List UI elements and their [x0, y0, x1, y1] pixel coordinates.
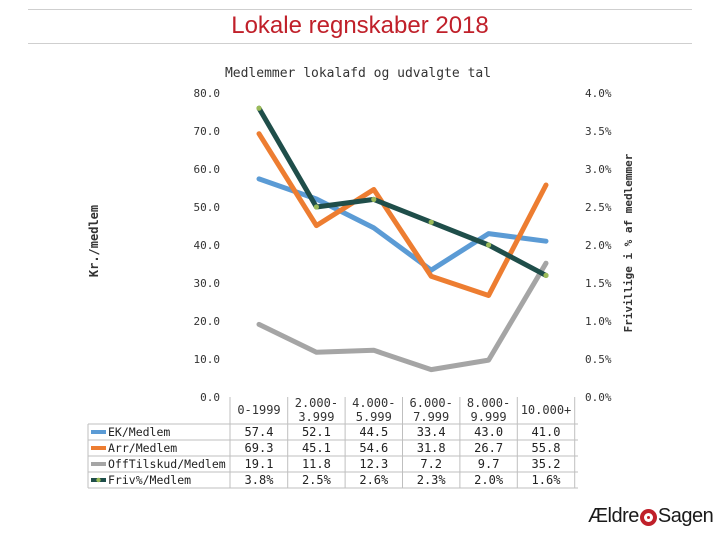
logo-text-right: Sagen	[657, 504, 714, 527]
category-label: 7.999	[413, 410, 449, 424]
category-label: 10.000+	[521, 403, 572, 417]
slide-title: Lokale regnskaber 2018	[231, 12, 489, 39]
data-label: 69.3	[245, 441, 274, 455]
y-tick-label: 10.0	[194, 353, 221, 366]
y2-tick-label: 1.0%	[585, 315, 612, 328]
data-label: 2.6%	[359, 473, 389, 487]
data-label: 55.8	[532, 441, 561, 455]
data-label: 33.4	[417, 425, 446, 439]
category-label: 8.000-	[467, 396, 510, 410]
data-table: 0-1999 2.000-3.999 4.000-5.999 6.000-7.999 8…	[87, 396, 578, 489]
y2-tick-label: 3.5%	[585, 125, 612, 138]
legend-label: Friv%/Medlem	[108, 473, 191, 487]
legend-label: OffTilskud/Medlem	[108, 457, 226, 471]
y-tick-label: 60.0	[194, 163, 221, 176]
y2-tick-label: 0.0%	[585, 391, 612, 404]
series-point	[313, 204, 319, 210]
data-label: 26.7	[474, 441, 503, 455]
data-label: 2.3%	[417, 473, 447, 487]
y2-tick-label: 0.5%	[585, 353, 612, 366]
series-point	[256, 105, 262, 111]
legend-key-marker	[96, 477, 101, 483]
logo-ring-icon	[639, 508, 657, 526]
data-label: 1.6%	[532, 473, 562, 487]
y2-tick-label: 2.0%	[585, 239, 612, 252]
y2-tick-label: 2.5%	[585, 201, 612, 214]
data-label: 44.5	[359, 425, 388, 439]
series-line-2	[256, 260, 549, 373]
category-label: 3.999	[298, 410, 334, 424]
y2-axis-label: Frivillige i % af medlemmer	[622, 153, 635, 332]
series-point	[543, 272, 549, 278]
data-label: 52.1	[302, 425, 331, 439]
legend-label: EK/Medlem	[108, 425, 170, 439]
series-point	[486, 242, 492, 248]
data-label: 31.8	[417, 441, 446, 455]
category-label: 2.000-	[295, 396, 338, 410]
plot-lines	[256, 105, 549, 373]
y-tick-label: 20.0	[194, 315, 221, 328]
series-point	[371, 196, 377, 202]
data-label: 7.2	[420, 457, 442, 471]
y-tick-label: 50.0	[194, 201, 221, 214]
data-label: 43.0	[474, 425, 503, 439]
logo-text-left: Ældre	[588, 504, 639, 527]
category-label: 4.000-	[352, 396, 395, 410]
data-label: 3.8%	[245, 473, 275, 487]
series-point	[428, 219, 434, 225]
data-label: 9.7	[478, 457, 500, 471]
y-axis-label: Kr./medlem	[87, 205, 101, 277]
series-line-3	[256, 105, 549, 278]
legend-label: Arr/Medlem	[108, 441, 177, 455]
data-label: 35.2	[532, 457, 561, 471]
aeldre-sagen-logo: Ældre Sagen	[588, 503, 714, 529]
data-label: 2.5%	[302, 473, 332, 487]
y-tick-label: 0.0	[200, 391, 220, 404]
y-tick-label: 40.0	[194, 239, 221, 252]
y2-axis-ticks: 0.0% 0.5% 1.0% 1.5% 2.0% 2.5% 3.0% 3.5% 4.0%	[585, 87, 612, 404]
data-label: 11.8	[302, 457, 331, 471]
y2-tick-label: 4.0%	[585, 87, 612, 100]
top-rule	[28, 9, 692, 10]
category-label: 0-1999	[237, 403, 280, 417]
data-label: 2.0%	[474, 473, 504, 487]
category-label: 6.000-	[410, 396, 453, 410]
data-label: 41.0	[532, 425, 561, 439]
y-tick-label: 80.0	[194, 87, 221, 100]
y2-tick-label: 1.5%	[585, 277, 612, 290]
y-tick-label: 30.0	[194, 277, 221, 290]
y-tick-label: 70.0	[194, 125, 221, 138]
y-axis-ticks: 0.0 10.0 20.0 30.0 40.0 50.0 60.0 70.0 80.0	[194, 87, 221, 404]
title-rule	[28, 43, 692, 44]
data-label: 54.6	[359, 441, 388, 455]
category-label: 5.999	[356, 410, 392, 424]
series-line-1	[256, 131, 549, 298]
chart-title: Medlemmer lokalafd og udvalgte tal	[225, 66, 491, 81]
data-label: 12.3	[359, 457, 388, 471]
data-label: 57.4	[245, 425, 274, 439]
series-line-0	[256, 176, 549, 273]
y2-tick-label: 3.0%	[585, 163, 612, 176]
data-label: 45.1	[302, 441, 331, 455]
data-label: 19.1	[245, 457, 274, 471]
category-label: 9.999	[471, 410, 507, 424]
